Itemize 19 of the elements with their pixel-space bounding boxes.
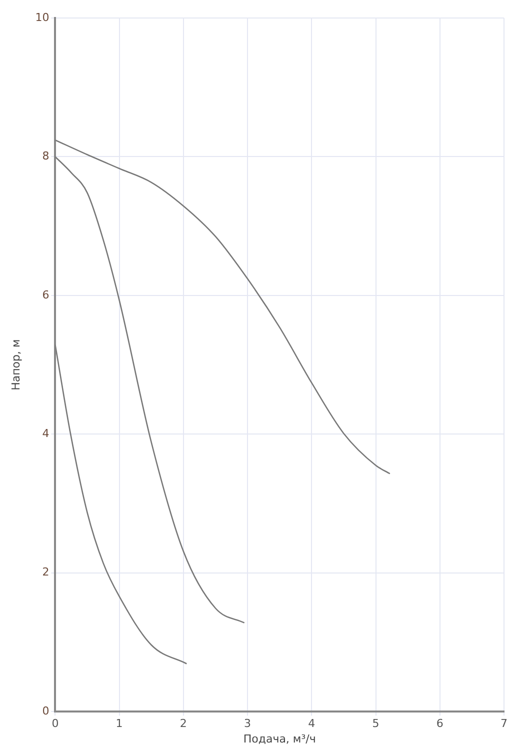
x-tick-label: 1 [116, 717, 123, 730]
x-tick-label: 7 [500, 717, 508, 730]
line-series [55, 344, 188, 664]
y-tick-label: 0 [42, 704, 50, 718]
y-tick-label: 8 [42, 150, 50, 163]
line-series [55, 139, 391, 474]
y-axis-title: Напор, м [9, 339, 22, 390]
y-tick-label: 4 [42, 427, 50, 440]
y-tick-label: 10 [35, 10, 50, 24]
x-tick-label: 4 [308, 717, 316, 730]
y-tick-label: 6 [42, 288, 50, 302]
x-tick-label: 2 [180, 717, 187, 730]
x-tick-label: 5 [372, 717, 380, 730]
x-axis-title: Подача, м³/ч [243, 732, 316, 746]
x-tick-label: 6 [436, 717, 444, 730]
line-series [55, 156, 245, 624]
x-tick-label: 0 [52, 717, 59, 730]
x-tick-label: 3 [244, 717, 252, 730]
y-tick-label: 2 [42, 566, 50, 579]
